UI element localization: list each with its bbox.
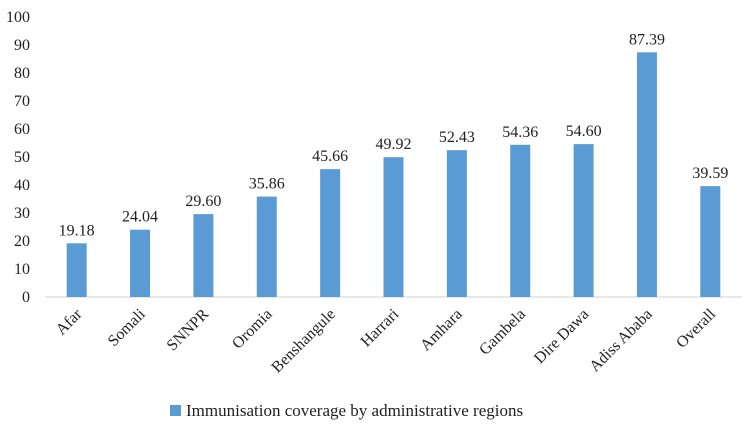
data-label: 49.92 — [376, 136, 412, 153]
y-tick-label: 30 — [14, 205, 30, 222]
data-labels: 19.18 24.04 29.60 35.86 45.66 49.92 52.43 54.36… — [59, 31, 729, 239]
bar — [66, 243, 87, 297]
category-label: Benshangule — [268, 306, 338, 376]
data-label: 54.36 — [502, 124, 538, 141]
data-label: 87.39 — [629, 31, 665, 48]
category-label: Dire Dawa — [531, 306, 592, 367]
bar — [700, 186, 721, 297]
y-tick-label: 100 — [6, 9, 30, 26]
data-label: 35.86 — [249, 176, 285, 193]
legend-swatch — [170, 405, 181, 416]
category-label: Overall — [673, 305, 719, 351]
category-label: Amhara — [417, 306, 465, 354]
bar — [383, 157, 404, 297]
y-tick-label: 0 — [22, 289, 30, 306]
y-tick-label: 20 — [14, 233, 30, 250]
y-tick-label: 90 — [14, 37, 30, 54]
data-label: 39.59 — [692, 165, 728, 182]
bar — [573, 144, 594, 297]
bar — [256, 196, 277, 297]
y-tick-label: 60 — [14, 121, 30, 138]
data-label: 19.18 — [59, 222, 95, 239]
data-label: 52.43 — [439, 129, 475, 146]
y-tick-label: 10 — [14, 261, 30, 278]
bar — [510, 144, 531, 297]
bar — [193, 214, 214, 297]
y-tick-label: 70 — [14, 93, 30, 110]
y-axis: 0 10 20 30 40 50 60 70 80 90 100 — [6, 9, 30, 306]
category-label: Harrari — [358, 305, 403, 350]
y-tick-label: 50 — [14, 149, 30, 166]
y-tick-label: 80 — [14, 65, 30, 82]
data-label: 45.66 — [312, 148, 348, 165]
category-label: SNNPR — [164, 306, 213, 355]
category-label: Afar — [53, 305, 86, 338]
legend: Immunisation coverage by administrative … — [170, 401, 523, 420]
category-label: Gambela — [476, 306, 529, 359]
bar — [446, 150, 467, 297]
y-tick-label: 40 — [14, 177, 30, 194]
bars — [66, 52, 721, 297]
bar — [130, 229, 151, 297]
bar — [636, 52, 657, 297]
category-label: Somali — [105, 305, 149, 349]
data-label: 29.60 — [185, 193, 221, 210]
data-label: 54.60 — [566, 123, 602, 140]
category-label: Oromia — [229, 306, 276, 353]
category-label: Adiss Ababa — [586, 306, 656, 376]
legend-label: Immunisation coverage by administrative … — [186, 401, 523, 420]
data-label: 24.04 — [122, 209, 158, 226]
bar — [320, 169, 341, 297]
